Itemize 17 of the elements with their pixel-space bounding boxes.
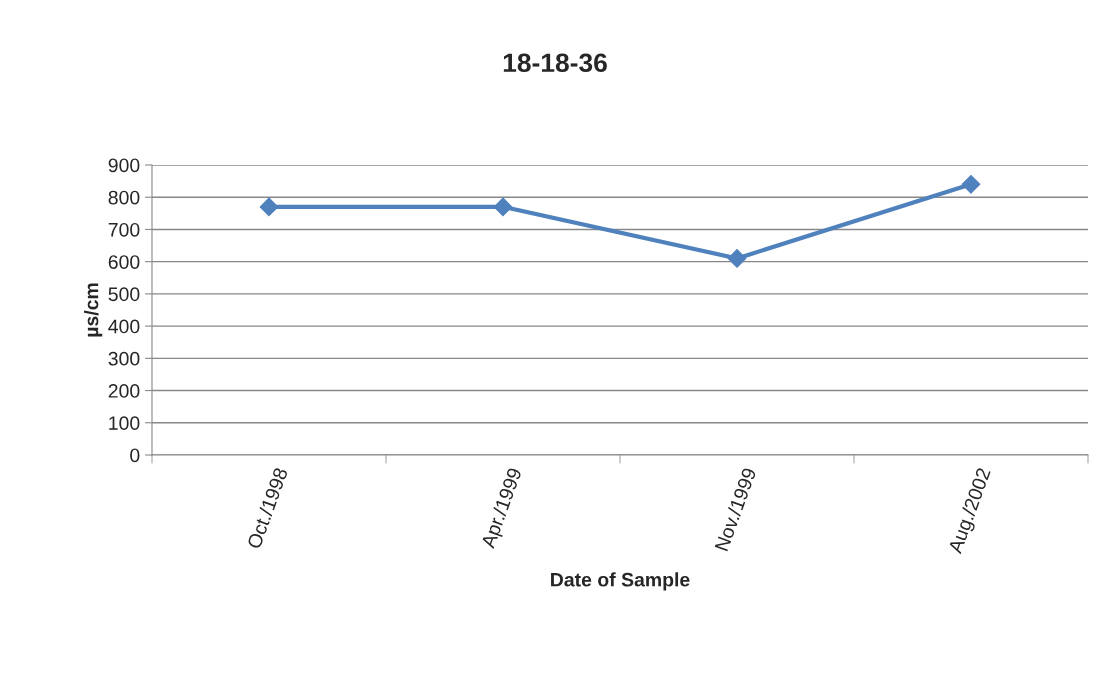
point: [961, 174, 981, 194]
y-axis-title: µs/cm: [84, 283, 103, 337]
y-tick-label: 400: [108, 319, 140, 334]
y-tick-label: 300: [108, 351, 140, 366]
y-tick-label: 200: [108, 384, 140, 398]
x-axis-title: Date of Sample: [551, 572, 690, 591]
point: [493, 197, 513, 217]
chart-title: 18-18-36: [503, 53, 607, 73]
point: [259, 197, 279, 217]
y-tick-label: 500: [108, 287, 140, 302]
y-tick-label: 700: [108, 222, 140, 237]
y-tick-label: 100: [109, 416, 140, 431]
y-tick-label: 900: [108, 158, 140, 173]
y-tick-label: 800: [108, 190, 140, 205]
point: [727, 249, 747, 268]
y-tick-label: 0: [130, 448, 140, 463]
y-tick-label: 600: [108, 255, 140, 269]
